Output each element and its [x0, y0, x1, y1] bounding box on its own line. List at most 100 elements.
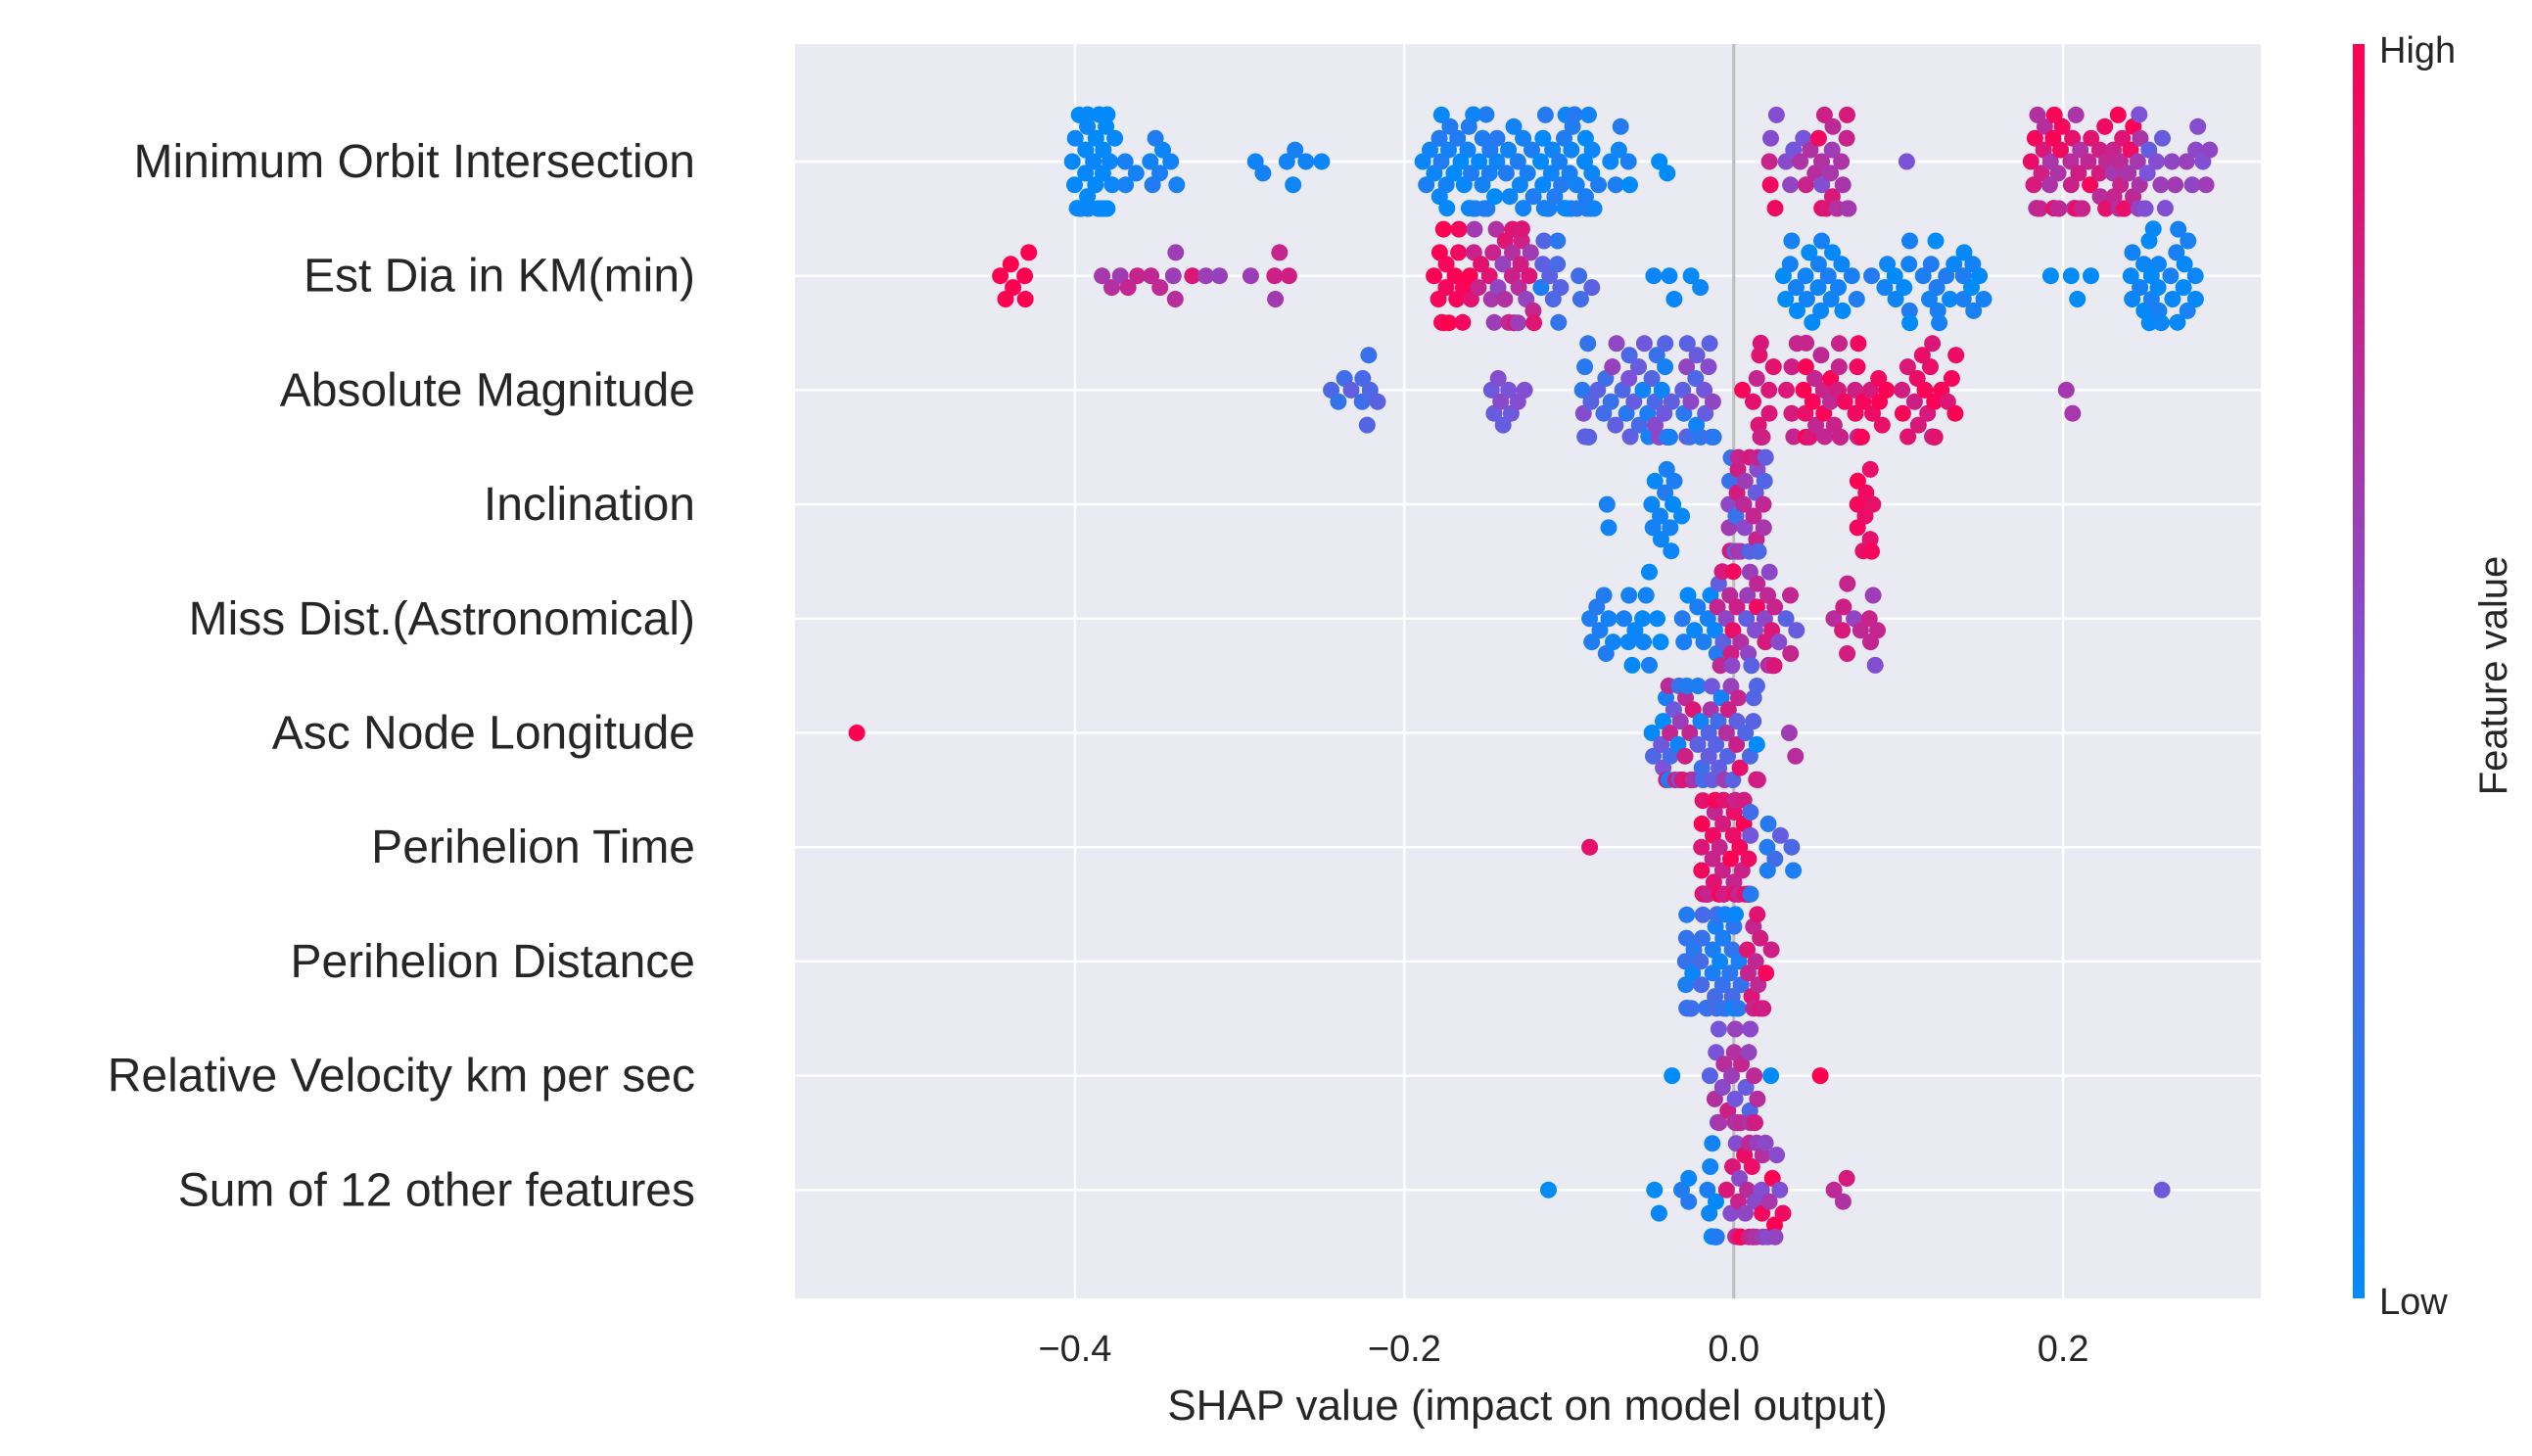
- shap-point: [1645, 747, 1662, 765]
- shap-point: [1532, 279, 1550, 297]
- shap-point: [1285, 176, 1302, 194]
- shap-point: [2083, 129, 2100, 147]
- shap-point: [1847, 381, 1864, 399]
- shap-point: [1079, 188, 1097, 206]
- shap-point: [1850, 335, 1867, 352]
- shap-point: [1762, 941, 1780, 959]
- shap-point: [1519, 164, 1536, 182]
- shap-point: [1735, 495, 1753, 513]
- shap-point: [1736, 519, 1754, 537]
- shap-point: [1016, 291, 1034, 307]
- shap-point: [1762, 1067, 1780, 1085]
- shap-point: [1630, 358, 1647, 376]
- shap-point: [1797, 358, 1814, 376]
- shap-point: [2096, 117, 2114, 135]
- shap-point: [1711, 657, 1729, 675]
- shap-point: [2138, 164, 2156, 182]
- shap-point: [1162, 153, 1180, 170]
- shap-point: [1369, 393, 1386, 410]
- shap-point: [1730, 1000, 1747, 1017]
- shap-point: [1540, 1181, 1557, 1198]
- shap-point: [1954, 291, 1972, 307]
- shap-point: [1694, 906, 1711, 923]
- shap-point: [1816, 428, 1834, 446]
- shap-point: [1430, 129, 1448, 147]
- shap-point: [1943, 370, 1960, 387]
- shap-point: [2162, 267, 2180, 285]
- shap-point: [1811, 1067, 1829, 1085]
- shap-point: [1271, 244, 1289, 261]
- shap-point: [1700, 358, 1717, 376]
- shap-point: [1812, 347, 1830, 364]
- shap-point: [1151, 279, 1169, 297]
- shap-point: [1747, 1114, 1763, 1132]
- shap-point: [1843, 267, 1860, 285]
- shap-point: [2057, 381, 2075, 399]
- shap-point: [1461, 267, 1478, 285]
- shap-point: [1722, 645, 1740, 662]
- shap-point: [1749, 575, 1766, 592]
- shap-point: [1723, 1067, 1740, 1085]
- shap-point: [1766, 1228, 1784, 1245]
- shap-point: [1754, 428, 1771, 446]
- shap-point: [1689, 735, 1707, 753]
- shap-point: [1103, 176, 1121, 194]
- shap-point: [1745, 713, 1762, 730]
- shap-point: [1129, 267, 1147, 285]
- shap-point: [1418, 176, 1435, 194]
- shap-point: [1641, 563, 1658, 581]
- shap-point: [1873, 416, 1891, 434]
- shap-point: [2045, 106, 2063, 123]
- shap-point: [1692, 713, 1710, 730]
- shap-point: [1728, 598, 1746, 616]
- shap-point: [1788, 622, 1805, 639]
- shap-point: [1737, 1204, 1754, 1222]
- shap-point: [1646, 1181, 1664, 1198]
- shap-point: [1551, 153, 1569, 170]
- shap-point: [1653, 735, 1670, 753]
- shap-point: [1766, 850, 1784, 868]
- shap-point: [1971, 267, 1989, 285]
- shap-point: [1765, 657, 1783, 675]
- shap-point: [1900, 256, 1918, 273]
- shap-point: [1605, 634, 1621, 651]
- shap-point: [1802, 141, 1819, 159]
- shap-point: [2189, 117, 2207, 135]
- shap-point: [1901, 314, 1919, 332]
- shap-point: [1184, 267, 1201, 285]
- shap-point: [2175, 279, 2192, 297]
- shap-point: [1266, 267, 1284, 285]
- shap-point: [1094, 267, 1111, 285]
- shap-point: [1600, 519, 1618, 537]
- shap-point: [1931, 314, 1948, 332]
- shap-point: [1242, 267, 1259, 285]
- shap-point: [1737, 725, 1755, 741]
- feature-label: Minimum Orbit Intersection: [134, 136, 696, 188]
- shap-point: [1863, 542, 1880, 560]
- shap-point: [1620, 347, 1638, 364]
- shap-point: [1938, 267, 1955, 285]
- shap-point: [1861, 460, 1879, 478]
- shap-point: [1798, 334, 1815, 352]
- shap-point: [1583, 141, 1601, 159]
- shap-point: [2122, 267, 2139, 285]
- shap-point: [2032, 200, 2048, 217]
- shap-point: [1674, 381, 1692, 399]
- shap-point: [1542, 164, 1560, 182]
- shap-point: [1678, 358, 1696, 376]
- shap-point: [1942, 291, 1958, 307]
- shap-point: [1757, 1134, 1774, 1151]
- shap-point: [1899, 358, 1916, 376]
- shap-point: [1524, 188, 1542, 206]
- shap-point: [1792, 153, 1809, 170]
- shap-point: [2132, 129, 2149, 147]
- shap-point: [1297, 153, 1315, 170]
- shap-point: [1437, 279, 1455, 297]
- shap-point: [1665, 291, 1683, 307]
- shap-point: [2131, 106, 2148, 123]
- shap-point: [1525, 314, 1543, 332]
- shap-point: [1928, 279, 1946, 297]
- shap-point: [2150, 256, 2167, 273]
- shap-point: [1711, 953, 1729, 970]
- shap-point: [1645, 267, 1663, 285]
